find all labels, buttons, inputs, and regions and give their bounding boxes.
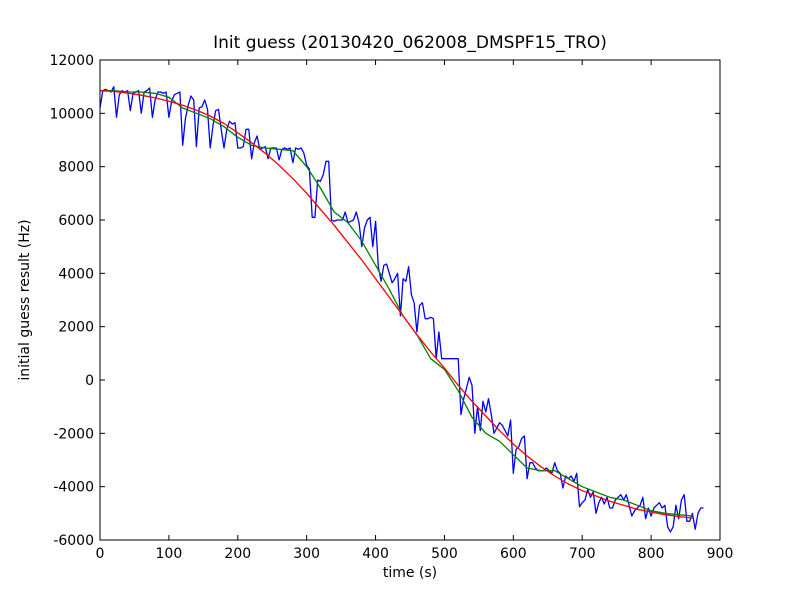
- x-tick-label: 200: [224, 546, 251, 562]
- y-tick-label: 12000: [49, 53, 94, 69]
- series-line-3: [100, 90, 693, 519]
- x-tick-label: 100: [156, 546, 183, 562]
- series-line-2: [100, 90, 693, 517]
- y-tick-label: -4000: [53, 480, 94, 496]
- chart-title: Init guess (20130420_062008_DMSPF15_TRO): [213, 33, 607, 53]
- y-tick-label: 4000: [58, 266, 94, 282]
- series-line-1: [100, 86, 704, 533]
- x-tick-label: 300: [293, 546, 320, 562]
- y-tick-label: 2000: [58, 320, 94, 336]
- y-tick-label: 0: [85, 373, 94, 389]
- y-tick-label: 8000: [58, 160, 94, 176]
- y-tick-label: 10000: [49, 106, 94, 122]
- y-tick-label: 6000: [58, 213, 94, 229]
- x-tick-label: 900: [707, 546, 734, 562]
- y-tick-label: -2000: [53, 426, 94, 442]
- y-tick-label: -6000: [53, 533, 94, 549]
- x-tick-label: 600: [500, 546, 527, 562]
- x-tick-label: 800: [638, 546, 665, 562]
- x-tick-label: 700: [569, 546, 596, 562]
- plot-frame: [99, 59, 721, 541]
- x-axis-label: time (s): [383, 565, 437, 581]
- x-tick-label: 400: [362, 546, 389, 562]
- y-axis-label: initial guess result (Hz): [17, 219, 33, 380]
- x-tick-label: 0: [96, 546, 105, 562]
- x-tick-label: 500: [431, 546, 458, 562]
